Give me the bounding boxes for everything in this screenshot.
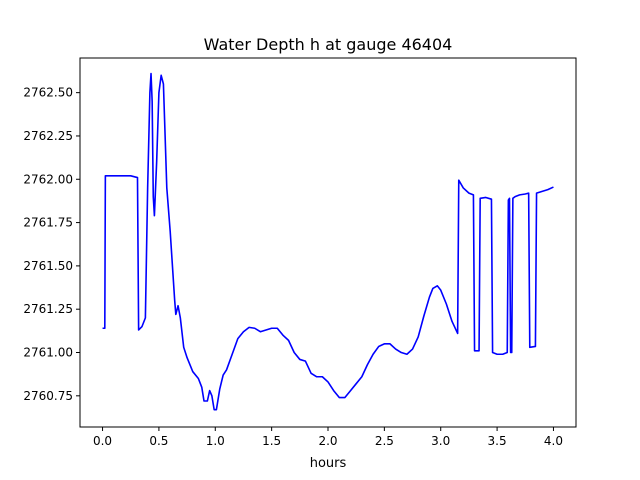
y-tick-label: 2762.25 [23, 129, 73, 143]
series-line-water-depth [102, 72, 554, 411]
x-axis-label: hours [310, 456, 347, 471]
y-tick-label: 2761.75 [23, 216, 73, 230]
y-tick-label: 2762.50 [23, 86, 73, 100]
x-tick-label: 0.5 [149, 434, 168, 448]
y-tick-label: 2761.50 [23, 259, 73, 273]
x-tick-label: 4.0 [544, 434, 563, 448]
x-tick-label: 3.5 [488, 434, 507, 448]
plot-area [102, 72, 554, 411]
y-tick-label: 2760.75 [23, 389, 73, 403]
x-tick-label: 1.5 [262, 434, 281, 448]
y-tick-label: 2762.00 [23, 172, 73, 186]
x-tick-label: 2.0 [318, 434, 337, 448]
x-axis: 0.0 0.5 1.0 1.5 2.0 2.5 3.0 3.5 4.0 [93, 427, 563, 448]
y-axis: 2760.75 2761.00 2761.25 2761.50 2761.75 2762.… [23, 86, 80, 403]
plot-frame [79, 57, 577, 428]
x-tick-label: 1.0 [206, 434, 225, 448]
x-tick-label: 2.5 [375, 434, 394, 448]
chart-title: Water Depth h at gauge 46404 [204, 35, 453, 54]
y-tick-label: 2761.00 [23, 346, 73, 360]
x-tick-label: 0.0 [93, 434, 112, 448]
y-tick-label: 2761.25 [23, 302, 73, 316]
x-tick-label: 3.0 [431, 434, 450, 448]
